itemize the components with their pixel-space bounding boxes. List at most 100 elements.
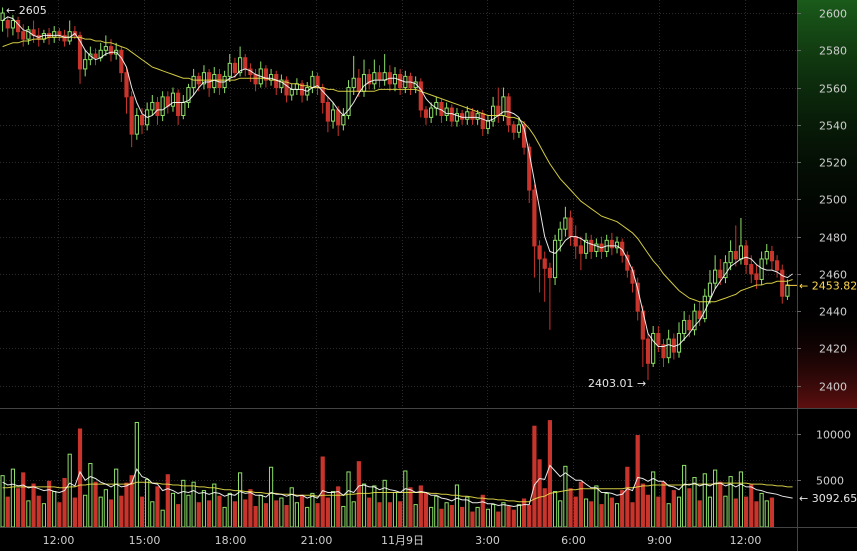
volume-bar-up — [191, 481, 196, 528]
candle-body-down — [733, 251, 738, 260]
candle-body-down — [243, 57, 248, 70]
candle-body-up — [666, 338, 671, 359]
price-tick-label: 2500 — [819, 194, 847, 207]
volume-bar-down — [299, 494, 305, 528]
volume-bar-down — [155, 486, 160, 528]
volume-bar-up — [434, 495, 439, 528]
volume-bar-up — [222, 506, 227, 528]
candle-body-up — [26, 29, 31, 40]
candle-body-down — [423, 109, 429, 118]
time-tick-label: 9:00 — [647, 534, 672, 547]
volume-bar-up — [713, 469, 718, 528]
candle-body-down — [129, 96, 134, 135]
volume-bar-up — [604, 492, 609, 528]
price-tick-label: 2600 — [819, 8, 847, 21]
volume-bar-down — [589, 501, 594, 528]
volume-bar-down — [506, 505, 511, 528]
volume-bar-down — [108, 499, 114, 528]
volume-bar-up — [594, 485, 599, 528]
volume-bar-down — [521, 498, 527, 528]
axis-ask-shade — [797, 300, 857, 408]
volume-bar-down — [625, 466, 630, 528]
volume-bar-down — [377, 502, 382, 528]
candle-body-up — [361, 74, 367, 92]
candle-body-down — [630, 269, 635, 284]
candle-body-up — [0, 12, 5, 21]
candle-body-down — [21, 31, 26, 40]
candle-body-down — [77, 34, 83, 70]
candle-body-up — [563, 217, 568, 230]
candle-body-up — [785, 284, 790, 297]
candle-body-up — [516, 124, 522, 133]
volume-bar-up — [181, 479, 186, 528]
volume-bar-down — [687, 488, 692, 528]
volume-bar-up — [429, 506, 434, 528]
candle-body-down — [62, 34, 67, 42]
candle-body-down — [774, 260, 780, 271]
volume-bar-down — [232, 501, 238, 528]
candle-body-down — [589, 239, 594, 253]
low-annotation: 2403.01 → — [588, 377, 646, 390]
volume-bar-up — [98, 496, 103, 528]
candle-body-up — [475, 113, 480, 120]
volume-bar-down — [423, 492, 429, 528]
volume-bar-up — [67, 453, 72, 528]
last-price-value: 2453.82 — [812, 279, 857, 292]
last-volume-value: 3092.65 — [812, 492, 857, 505]
candle-body-down — [506, 96, 511, 126]
volume-bar-up — [552, 491, 558, 528]
volume-bar-down — [697, 500, 702, 528]
volume-bar-up — [134, 421, 139, 528]
volume-bar-up — [738, 471, 744, 528]
low-arrow: → — [634, 377, 647, 390]
volume-tick-label: 5000 — [816, 475, 844, 488]
volume-bar-up — [516, 504, 522, 528]
volume-bar-up — [676, 496, 682, 528]
candle-body-up — [160, 96, 165, 117]
volume-bar-up — [361, 483, 367, 528]
candle-body-up — [191, 75, 196, 89]
volume-bar-down — [5, 496, 10, 528]
candle-body-down — [511, 124, 516, 133]
candle-body-down — [537, 245, 542, 260]
candle-body-down — [480, 113, 485, 130]
price-tick-label: 2520 — [819, 157, 847, 170]
volume-bar-up — [583, 498, 589, 528]
candle-body-up — [289, 88, 294, 96]
candle-body-up — [558, 228, 563, 241]
volume-bar-up — [201, 490, 207, 528]
candle-body-down — [263, 68, 269, 81]
time-tick-label: 6:00 — [561, 534, 586, 547]
candle-body-up — [279, 79, 284, 89]
candle-body-down — [718, 269, 723, 279]
axis-bid-shade — [797, 0, 857, 275]
candle-body-down — [119, 49, 124, 74]
candle-body-up — [614, 241, 620, 249]
candle-body-down — [749, 264, 754, 275]
volume-bar-up — [83, 494, 88, 528]
volume-bar-down — [749, 484, 754, 528]
candle-body-up — [552, 239, 558, 279]
volume-bar-up — [330, 491, 336, 528]
volume-bar-down — [31, 483, 36, 528]
volume-tick-label: 10000 — [816, 429, 851, 442]
volume-layer — [0, 420, 775, 528]
price-tick-label: 2580 — [819, 45, 847, 58]
volume-bar-down — [36, 495, 41, 528]
candle-body-up — [310, 75, 315, 89]
volume-bar-down — [284, 505, 289, 528]
candle-body-down — [253, 74, 258, 85]
candle-body-up — [738, 245, 744, 260]
price-tick-label: 2440 — [819, 306, 847, 319]
volume-bar-down — [57, 502, 62, 528]
candle-body-down — [527, 146, 532, 191]
volume-bar-down — [176, 504, 181, 528]
volume-bar-up — [465, 496, 470, 528]
volume-bar-down — [661, 481, 666, 528]
volume-ma-short-line — [2, 464, 793, 508]
moving-average-layer — [2, 16, 793, 508]
candle-body-up — [392, 74, 398, 85]
volume-bar-up — [160, 509, 165, 528]
volume-bar-up — [491, 504, 496, 528]
